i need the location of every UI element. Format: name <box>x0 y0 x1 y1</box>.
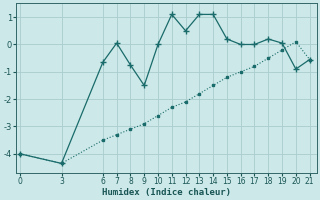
X-axis label: Humidex (Indice chaleur): Humidex (Indice chaleur) <box>102 188 231 197</box>
